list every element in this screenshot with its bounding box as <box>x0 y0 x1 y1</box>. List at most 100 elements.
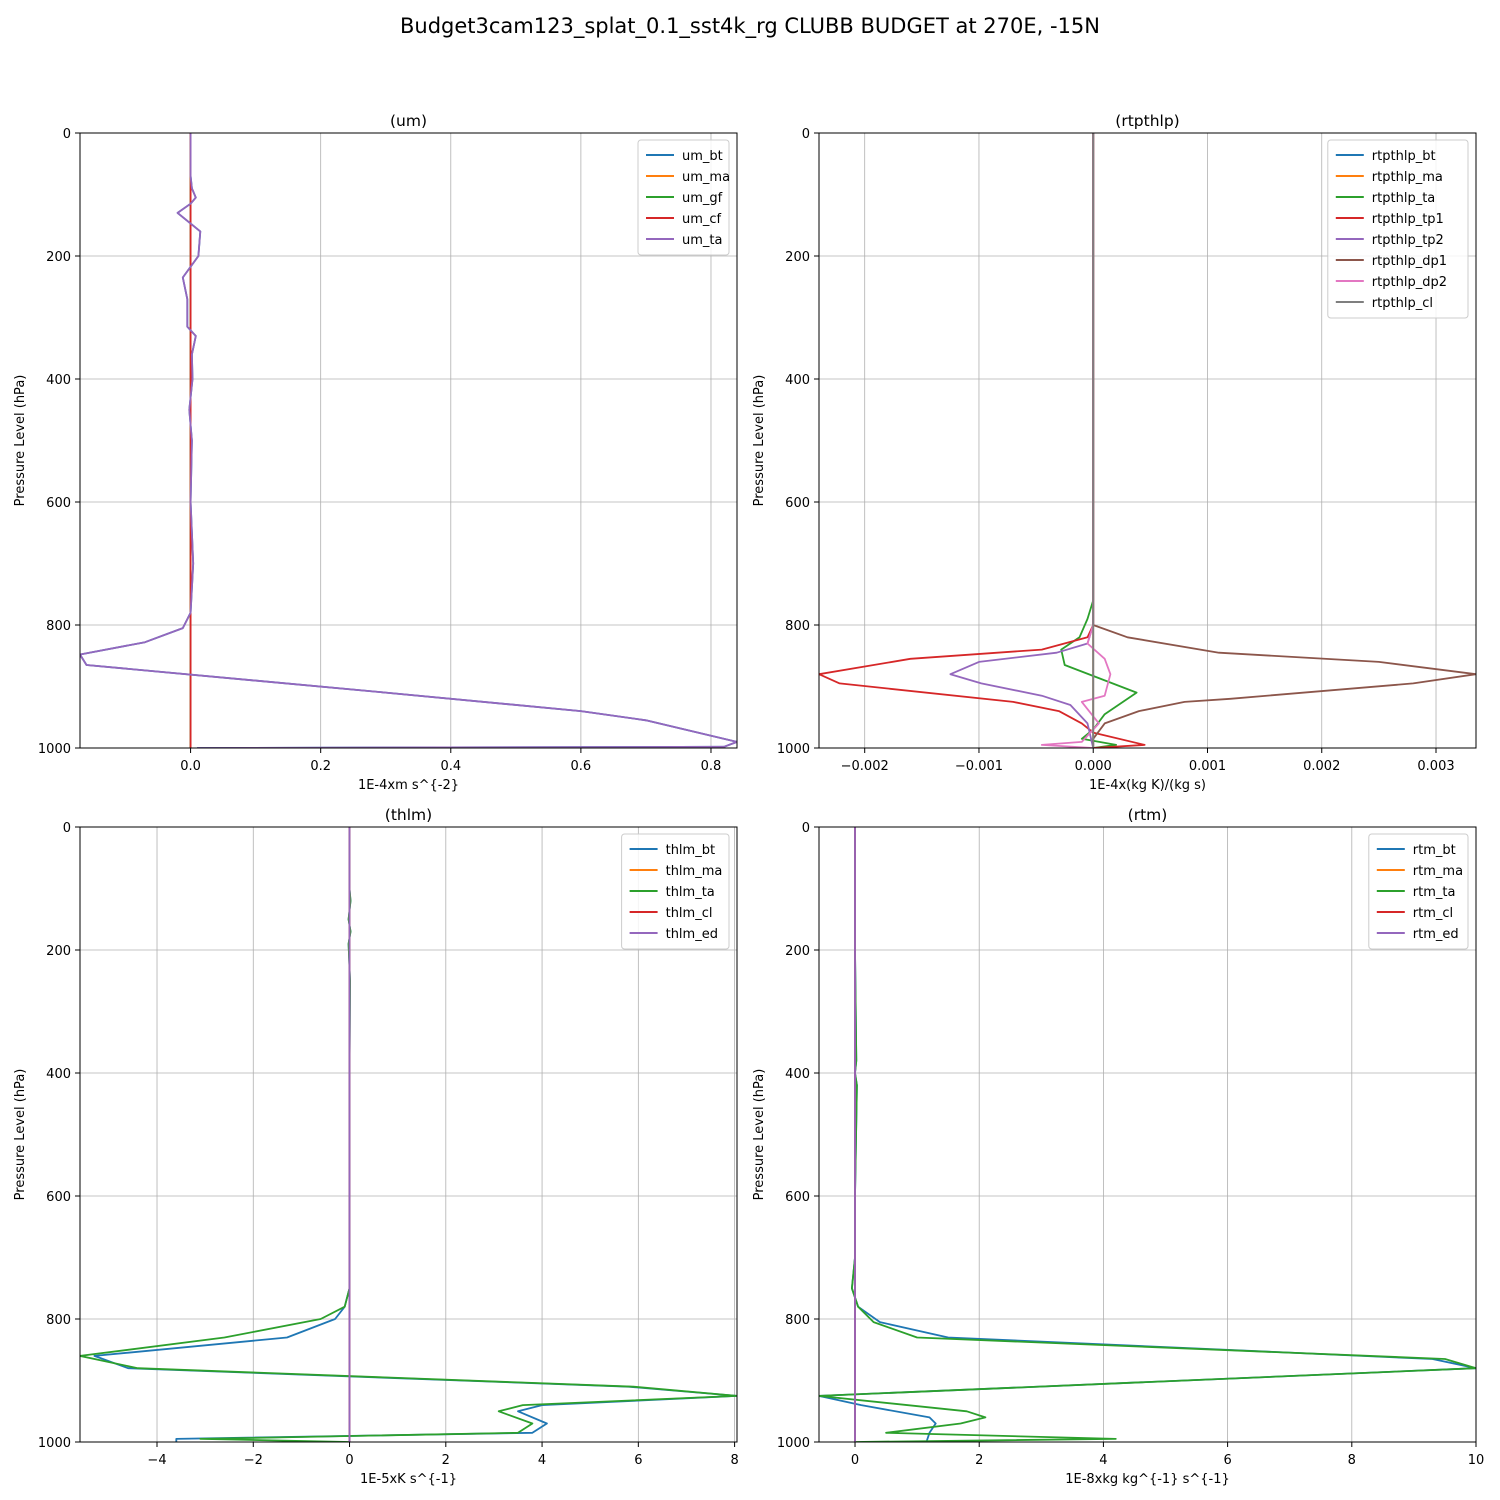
series-group <box>80 827 737 1442</box>
series-group <box>819 133 1476 748</box>
legend-label: um_ta <box>682 233 722 248</box>
chart-panel-2: −4 −2 0 2 4 6 8 0 200 400 600 800 1000 (thlm) 1E-5xK s… <box>13 806 739 1487</box>
y-tick-label: 200 <box>785 250 810 265</box>
x-axis-label: 1E-4xm s^{-2} <box>358 778 459 793</box>
series-group <box>80 133 737 748</box>
x-tick-label: 0.0 <box>180 759 201 774</box>
legend: um_bt um_ma um_gf um_cf um_ta <box>637 139 730 256</box>
y-axis-label: Pressure Level (hPa) <box>13 1069 28 1201</box>
y-tick-label: 0 <box>802 821 810 836</box>
legend-label: um_bt <box>682 149 723 164</box>
x-tick-label: 0.002 <box>1303 759 1340 774</box>
chart-panel-3: 0 2 4 6 8 10 0 200 400 600 800 1000 (rtm) 1E-8xkg kg^… <box>752 806 1484 1487</box>
legend-label: thlm_cl <box>666 906 713 921</box>
series-line-rtpthlp_dp2 <box>1040 133 1112 748</box>
legend-label: thlm_ed <box>666 927 718 942</box>
x-tick-label: 0.4 <box>440 759 461 774</box>
legend-label: thlm_ma <box>666 864 723 879</box>
legend-label: rtpthlp_ma <box>1372 170 1443 185</box>
series-line-um_ta <box>80 133 737 748</box>
y-tick-label: 600 <box>46 496 71 511</box>
legend: thlm_bt thlm_ma thlm_ta thlm_cl thlm_ed <box>621 833 730 950</box>
chart-title: (um) <box>390 112 427 130</box>
x-tick-label: 2 <box>975 1453 983 1468</box>
legend-box <box>637 139 730 256</box>
legend-label: rtpthlp_bt <box>1372 149 1436 164</box>
y-axis-label: Pressure Level (hPa) <box>752 1069 767 1201</box>
legend: rtpthlp_bt rtpthlp_ma rtpthlp_ta rtpthlp_tp… <box>1327 139 1469 319</box>
chart-title: (rtm) <box>1128 806 1168 824</box>
x-axis-label: 1E-4x(kg K)/(kg s) <box>1089 778 1206 793</box>
plot-frame <box>79 826 738 1443</box>
y-tick-label: 0 <box>802 127 810 142</box>
x-tick-label: 4 <box>1099 1453 1107 1468</box>
x-tick-label: −0.001 <box>955 759 1003 774</box>
legend-label: rtm_bt <box>1413 843 1456 858</box>
legend-label: rtm_ta <box>1413 885 1456 900</box>
series-group <box>819 827 1476 1442</box>
x-tick-label: −2 <box>244 1453 263 1468</box>
series-line-rtpthlp_tp2 <box>949 133 1095 748</box>
chart-title: (thlm) <box>385 806 432 824</box>
y-tick-label: 0 <box>63 127 71 142</box>
y-tick-label: 1000 <box>38 1436 71 1451</box>
x-tick-label: 8 <box>730 1453 738 1468</box>
figure-title: Budget3cam123_splat_0.1_sst4k_rg CLUBB B… <box>399 14 1100 38</box>
x-tick-label: 0 <box>851 1453 859 1468</box>
x-tick-label: 0.8 <box>701 759 722 774</box>
x-axis-label: 1E-5xK s^{-1} <box>360 1472 457 1487</box>
x-tick-label: 4 <box>538 1453 546 1468</box>
legend-label: um_gf <box>682 191 723 206</box>
x-tick-label: 0 <box>345 1453 353 1468</box>
y-axis-label: Pressure Level (hPa) <box>752 375 767 507</box>
chart-panel-0: 0.0 0.2 0.4 0.6 0.8 0 200 400 600 800 1000 (um) 1E-4… <box>13 112 738 793</box>
legend-label: rtpthlp_ta <box>1372 191 1435 206</box>
y-tick-label: 600 <box>785 1190 810 1205</box>
x-tick-label: 0.001 <box>1189 759 1226 774</box>
plot-frame <box>818 826 1477 1443</box>
x-tick-label: 0.003 <box>1417 759 1454 774</box>
x-tick-label: −0.002 <box>841 759 889 774</box>
x-tick-label: 2 <box>442 1453 450 1468</box>
plot-frame <box>818 132 1477 749</box>
x-axis-label: 1E-8xkg kg^{-1} s^{-1} <box>1065 1472 1230 1487</box>
y-tick-label: 200 <box>46 944 71 959</box>
y-tick-label: 200 <box>785 944 810 959</box>
x-tick-label: 0.2 <box>310 759 331 774</box>
y-tick-label: 400 <box>785 373 810 388</box>
chart-title: (rtpthlp) <box>1115 112 1179 130</box>
legend-box <box>1368 833 1469 950</box>
legend: rtm_bt rtm_ma rtm_ta rtm_cl rtm_ed <box>1368 833 1469 950</box>
x-tick-label: 10 <box>1468 1453 1485 1468</box>
x-tick-label: 8 <box>1348 1453 1356 1468</box>
x-tick-label: 6 <box>1223 1453 1231 1468</box>
y-tick-label: 1000 <box>777 1436 810 1451</box>
y-tick-label: 800 <box>785 619 810 634</box>
legend-box <box>1327 139 1469 319</box>
legend-label: rtpthlp_dp2 <box>1372 275 1447 290</box>
y-tick-label: 1000 <box>38 742 71 757</box>
legend-label: rtm_cl <box>1413 906 1453 921</box>
legend-label: rtpthlp_tp2 <box>1372 233 1444 248</box>
plot-frame <box>79 132 738 749</box>
chart-panel-1: −0.002 −0.001 0.000 0.001 0.002 0.003 0 200 400 6… <box>752 112 1477 793</box>
legend-label: rtpthlp_dp1 <box>1372 254 1447 269</box>
legend-label: rtm_ed <box>1413 927 1459 942</box>
series-line-rtpthlp_dp1 <box>1092 133 1476 748</box>
legend-label: rtpthlp_cl <box>1372 296 1433 311</box>
series-line-rtpthlp_tp1 <box>819 133 1146 748</box>
y-tick-label: 200 <box>46 250 71 265</box>
y-tick-label: 600 <box>785 496 810 511</box>
legend-label: rtm_ma <box>1413 864 1463 879</box>
y-tick-label: 400 <box>785 1067 810 1082</box>
series-line-rtpthlp_ta <box>1060 133 1138 748</box>
y-tick-label: 1000 <box>777 742 810 757</box>
y-tick-label: 400 <box>46 1067 71 1082</box>
x-tick-label: −4 <box>147 1453 166 1468</box>
y-tick-label: 800 <box>785 1313 810 1328</box>
x-tick-label: 0.000 <box>1075 759 1112 774</box>
legend-label: um_cf <box>682 212 722 227</box>
legend-label: thlm_bt <box>666 843 715 858</box>
y-tick-label: 400 <box>46 373 71 388</box>
